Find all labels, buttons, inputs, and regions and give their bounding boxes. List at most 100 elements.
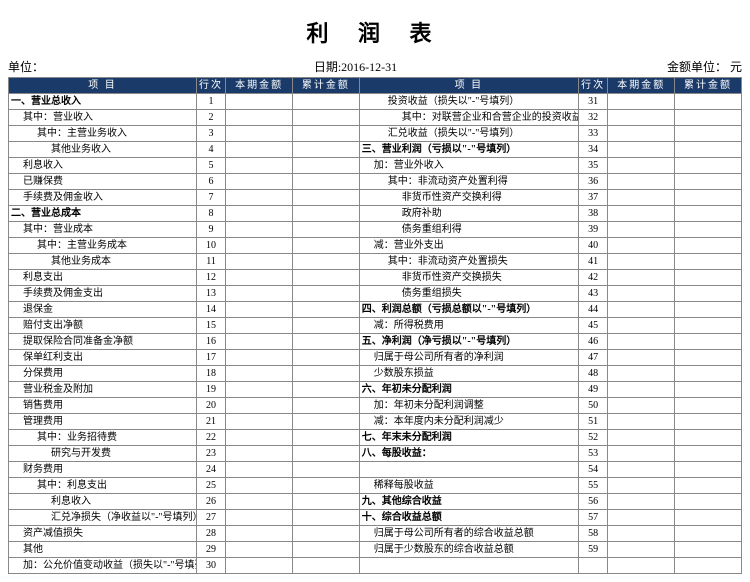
item-left: 利息收入 [9, 158, 197, 174]
accum-left [292, 158, 359, 174]
accum-left [292, 286, 359, 302]
unit-label: 单位： [8, 58, 44, 75]
current-right [608, 478, 675, 494]
table-row: 保单红利支出17归属于母公司所有者的净利润47 [9, 350, 742, 366]
table-row: 其中：营业收入2其中：对联营企业和合营企业的投资收益32 [9, 110, 742, 126]
item-left: 其他 [9, 542, 197, 558]
rownum-right: 53 [579, 446, 608, 462]
table-row: 赔付支出净额15减：所得税费用45 [9, 318, 742, 334]
accum-right [675, 558, 742, 574]
table-row: 二、营业总成本8政府补助38 [9, 206, 742, 222]
accum-left [292, 254, 359, 270]
table-row: 加：公允价值变动收益（损失以"-"号填列）30 [9, 558, 742, 574]
accum-left [292, 526, 359, 542]
table-row: 利息支出12非货币性资产交换损失42 [9, 270, 742, 286]
accum-left [292, 430, 359, 446]
rownum-right: 41 [579, 254, 608, 270]
current-right [608, 110, 675, 126]
item-left: 加：公允价值变动收益（损失以"-"号填列） [9, 558, 197, 574]
item-left: 退保金 [9, 302, 197, 318]
table-row: 已赚保费6其中：非流动资产处置利得36 [9, 174, 742, 190]
rownum-left: 19 [196, 382, 225, 398]
current-right [608, 254, 675, 270]
accum-right [675, 142, 742, 158]
item-right: 五、净利润（净亏损以"-"号填列） [359, 334, 578, 350]
item-right: 七、年末未分配利润 [359, 430, 578, 446]
table-row: 一、营业总收入1投资收益（损失以"-"号填列）31 [9, 94, 742, 110]
rownum-left: 4 [196, 142, 225, 158]
accum-left [292, 414, 359, 430]
hdr-row-right: 行次 [579, 78, 608, 94]
item-left: 赔付支出净额 [9, 318, 197, 334]
current-right [608, 558, 675, 574]
item-left: 其他业务收入 [9, 142, 197, 158]
accum-right [675, 510, 742, 526]
rownum-left: 2 [196, 110, 225, 126]
item-right: 其中：对联营企业和合营企业的投资收益 [359, 110, 578, 126]
accum-right [675, 158, 742, 174]
rownum-left: 7 [196, 190, 225, 206]
item-left: 手续费及佣金支出 [9, 286, 197, 302]
item-right: 少数股东损益 [359, 366, 578, 382]
table-row: 研究与开发费23八、每股收益：53 [9, 446, 742, 462]
accum-right [675, 334, 742, 350]
rownum-right: 46 [579, 334, 608, 350]
accum-left [292, 558, 359, 574]
accum-right [675, 526, 742, 542]
item-left: 分保费用 [9, 366, 197, 382]
current-right [608, 286, 675, 302]
date-block: 日期:2016-12-31 [314, 58, 397, 75]
accum-left [292, 462, 359, 478]
current-left [226, 350, 293, 366]
accum-right [675, 222, 742, 238]
current-left [226, 462, 293, 478]
accum-left [292, 494, 359, 510]
current-left [226, 430, 293, 446]
accum-right [675, 94, 742, 110]
current-right [608, 270, 675, 286]
current-left [226, 494, 293, 510]
accum-left [292, 206, 359, 222]
table-row: 汇兑净损失（净收益以"-"号填列）27十、综合收益总额57 [9, 510, 742, 526]
current-right [608, 190, 675, 206]
rownum-left: 21 [196, 414, 225, 430]
current-right [608, 398, 675, 414]
accum-right [675, 318, 742, 334]
current-left [226, 94, 293, 110]
currency-value: 元 [730, 60, 742, 74]
current-left [226, 126, 293, 142]
accum-left [292, 478, 359, 494]
item-right: 投资收益（损失以"-"号填列） [359, 94, 578, 110]
item-left: 其中：利息支出 [9, 478, 197, 494]
accum-right [675, 126, 742, 142]
current-right [608, 366, 675, 382]
rownum-left: 5 [196, 158, 225, 174]
currency-label: 金额单位： [667, 60, 727, 74]
item-right: 六、年初未分配利润 [359, 382, 578, 398]
table-row: 财务费用2454 [9, 462, 742, 478]
current-right [608, 382, 675, 398]
accum-left [292, 190, 359, 206]
item-left: 其中：营业收入 [9, 110, 197, 126]
rownum-left: 3 [196, 126, 225, 142]
accum-left [292, 318, 359, 334]
rownum-right: 54 [579, 462, 608, 478]
current-left [226, 446, 293, 462]
accum-left [292, 94, 359, 110]
current-left [226, 366, 293, 382]
accum-right [675, 350, 742, 366]
table-row: 其中：主营业务成本10减：营业外支出40 [9, 238, 742, 254]
rownum-right: 33 [579, 126, 608, 142]
accum-right [675, 206, 742, 222]
hdr-row-left: 行次 [196, 78, 225, 94]
rownum-right: 56 [579, 494, 608, 510]
rownum-right: 50 [579, 398, 608, 414]
accum-right [675, 190, 742, 206]
current-right [608, 222, 675, 238]
current-left [226, 238, 293, 254]
rownum-left: 30 [196, 558, 225, 574]
rownum-right: 43 [579, 286, 608, 302]
current-left [226, 110, 293, 126]
current-left [226, 158, 293, 174]
rownum-left: 17 [196, 350, 225, 366]
